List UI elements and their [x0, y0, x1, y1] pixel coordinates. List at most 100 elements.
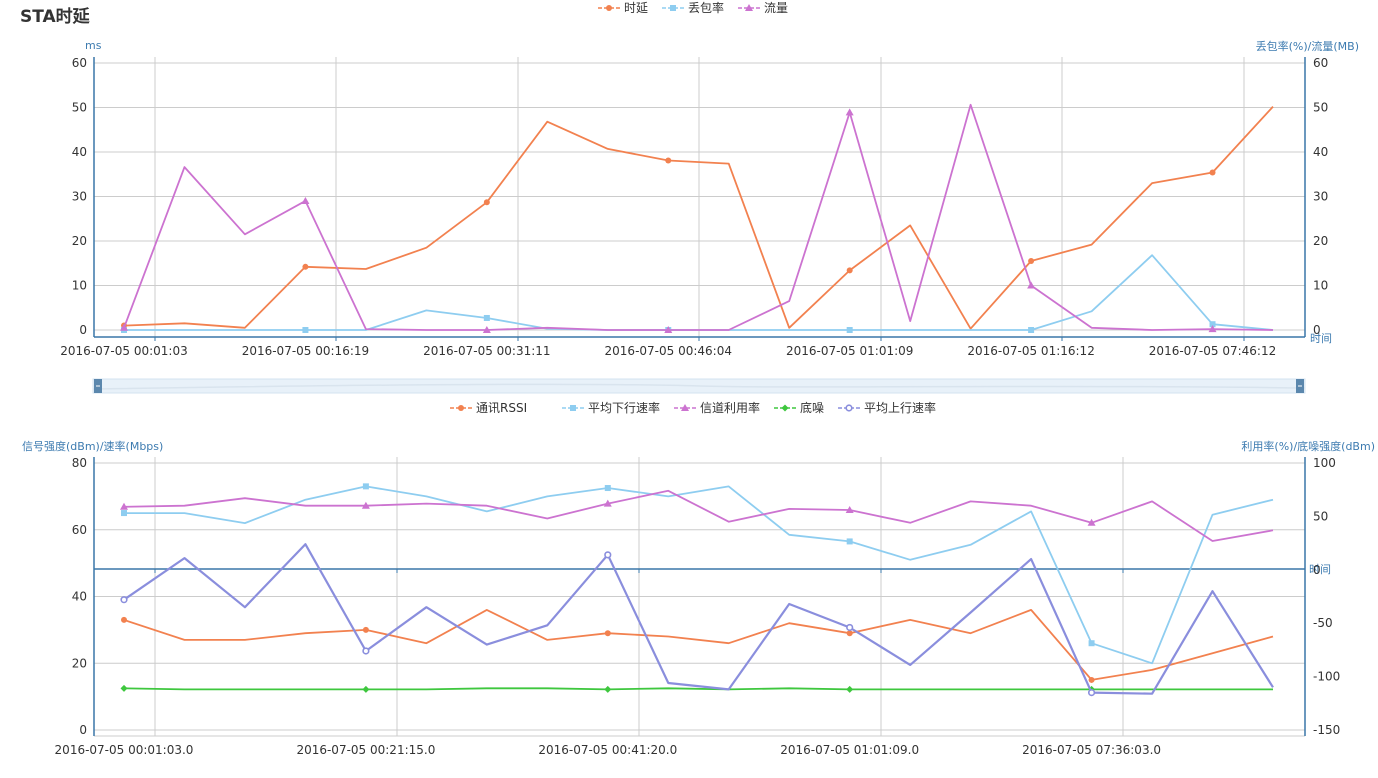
- legend-item-通讯RSSI[interactable]: 通讯RSSI: [450, 401, 527, 415]
- top-left-axis-title: ms: [85, 39, 102, 52]
- data-point-平均上行速率: [604, 551, 612, 559]
- y-tick-label-right: -50: [1313, 616, 1333, 630]
- data-point-丢包率: [1209, 321, 1216, 328]
- y-tick-label-right: -150: [1313, 723, 1340, 737]
- y-tick-label-right: 40: [1313, 145, 1328, 159]
- x-tick-label: 2016-07-05 00:41:20.0: [538, 743, 677, 757]
- top-x-ticks: 2016-07-05 00:01:03 2016-07-05 00:16:19 20…: [60, 344, 1276, 358]
- data-point-流量: [664, 326, 673, 333]
- data-point-流量: [1208, 325, 1217, 333]
- x-tick-label: 2016-07-05 00:01:03.0: [55, 743, 194, 757]
- y-tick-label-left: 80: [72, 456, 87, 470]
- data-point-通讯RSSI: [846, 630, 853, 637]
- legend-marker-icon: [570, 405, 576, 411]
- top-chart-axes: [93, 57, 1306, 341]
- data-point-流量: [301, 196, 310, 204]
- y-tick-label-right: 20: [1313, 234, 1328, 248]
- legend-marker-icon: [670, 5, 676, 11]
- y-tick-label-right: 50: [1313, 509, 1328, 523]
- legend-marker-icon: [606, 5, 612, 11]
- series-line-流量[interactable]: [123, 103, 1274, 331]
- data-point-平均下行速率: [1088, 640, 1095, 647]
- y-tick-label-left: 40: [72, 590, 87, 604]
- bottom-chart-grid: [94, 457, 1305, 737]
- data-point-平均下行速率: [846, 538, 853, 545]
- x-tick-label: 2016-07-05 00:46:04: [605, 344, 732, 358]
- data-point-流量: [120, 323, 128, 331]
- data-point-平均下行速率: [121, 510, 127, 517]
- legend-item-丢包率[interactable]: 丢包率: [662, 0, 724, 15]
- data-point-通讯RSSI: [1088, 676, 1095, 683]
- zoom-preview-line: [92, 383, 1306, 390]
- data-point-平均下行速率: [362, 483, 369, 490]
- data-point-流量: [1027, 281, 1036, 289]
- legend-label: 平均下行速率: [588, 400, 660, 415]
- zoom-slider[interactable]: [92, 378, 1306, 394]
- legend-item-信道利用率[interactable]: 信道利用率: [674, 400, 760, 415]
- data-point-底噪: [120, 684, 128, 692]
- series-line-平均上行速率[interactable]: [123, 543, 1274, 695]
- top-chart-grid: [94, 57, 1305, 338]
- data-point-通讯RSSI: [604, 630, 611, 637]
- data-point-丢包率: [302, 327, 309, 333]
- x-tick-label: 2016-07-05 00:31:11: [423, 344, 550, 358]
- data-point-流量: [845, 108, 854, 116]
- bottom-chart-series: [120, 483, 1274, 697]
- legend-marker-icon: [458, 405, 464, 411]
- data-point-底噪: [604, 685, 612, 693]
- data-point-信道利用率: [603, 499, 612, 507]
- x-tick-label: 2016-07-05 00:21:15.0: [296, 743, 435, 757]
- bottom-x-axis-title: 时间: [1309, 563, 1331, 576]
- series-line-平均下行速率[interactable]: [124, 485, 1274, 665]
- data-point-信道利用率: [361, 501, 370, 509]
- y-tick-label-left: 40: [72, 145, 87, 159]
- legend-label: 底噪: [800, 400, 824, 415]
- data-point-通讯RSSI: [121, 616, 127, 623]
- y-tick-label-left: 30: [72, 190, 87, 204]
- data-point-平均下行速率: [604, 485, 611, 492]
- y-tick-label-left: 20: [72, 234, 87, 248]
- legend-label: 信道利用率: [700, 400, 760, 415]
- x-tick-label: 2016-07-05 01:01:09.0: [780, 743, 919, 757]
- bottom-chart-axes: [93, 457, 1306, 736]
- series-line-信道利用率[interactable]: [123, 489, 1274, 542]
- data-point-时延: [1209, 169, 1216, 176]
- x-tick-label: 2016-07-05 00:01:03: [60, 344, 187, 358]
- legend-label: 丢包率: [688, 0, 724, 15]
- legend-item-底噪[interactable]: 底噪: [774, 400, 824, 415]
- data-point-平均上行速率: [1087, 689, 1096, 697]
- legend-item-时延[interactable]: 时延: [598, 1, 648, 15]
- y-tick-label-right: 30: [1313, 190, 1328, 204]
- legend-label: 平均上行速率: [864, 400, 936, 415]
- bottom-left-axis-title: 信号强度(dBm)/速率(Mbps): [22, 439, 163, 453]
- legend-marker-icon: [845, 404, 853, 412]
- top-chart-legend: 时延 丢包率 流量: [598, 0, 788, 15]
- legend-label: 流量: [764, 1, 788, 15]
- y-tick-label-right: 0: [1313, 323, 1321, 337]
- top-chart-series: [120, 103, 1274, 333]
- legend-item-平均上行速率[interactable]: 平均上行速率: [838, 400, 936, 415]
- series-line-时延[interactable]: [123, 105, 1274, 330]
- y-tick-label-right: 60: [1313, 56, 1328, 70]
- legend-item-平均下行速率[interactable]: 平均下行速率: [562, 400, 660, 415]
- series-line-通讯RSSI[interactable]: [123, 609, 1274, 681]
- data-point-丢包率: [846, 327, 853, 333]
- bottom-chart-legend: 通讯RSSI 平均下行速率 信道利用率 底噪 平均上行速率: [450, 400, 936, 415]
- series-line-底噪[interactable]: [123, 687, 1273, 691]
- x-tick-label: 2016-07-05 00:16:19: [242, 344, 369, 358]
- y-tick-label-right: 100: [1313, 456, 1336, 470]
- y-tick-label-right: 10: [1313, 279, 1328, 293]
- data-point-通讯RSSI: [362, 626, 369, 633]
- bottom-right-axis-title: 利用率(%)/底噪强度(dBm): [1241, 439, 1375, 453]
- top-left-ticks: 60 50 40 30 20 10 0: [72, 56, 87, 337]
- top-right-axis-title: 丢包率(%)/流量(MB): [1256, 39, 1359, 53]
- data-point-平均上行速率: [120, 596, 128, 604]
- legend-label: 时延: [624, 1, 648, 15]
- y-tick-label-left: 0: [79, 723, 87, 737]
- data-point-底噪: [846, 685, 854, 693]
- data-point-时延: [302, 263, 309, 270]
- y-tick-label-right: -100: [1313, 670, 1340, 684]
- x-tick-label: 2016-07-05 07:46:12: [1149, 344, 1276, 358]
- legend-item-流量[interactable]: 流量: [738, 1, 788, 15]
